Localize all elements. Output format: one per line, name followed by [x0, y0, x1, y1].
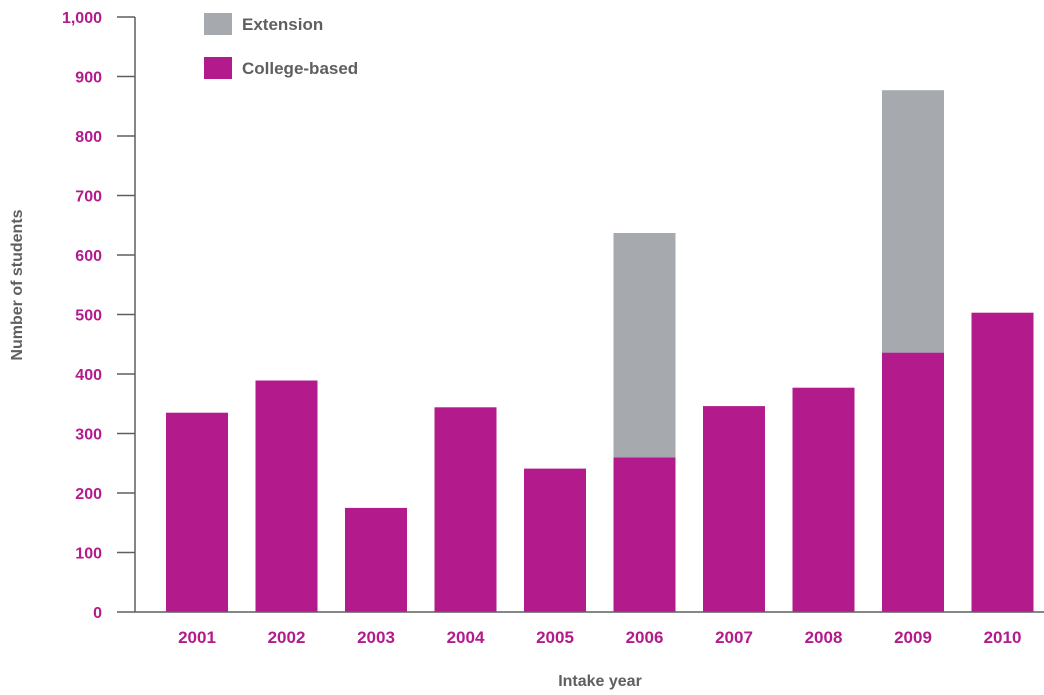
x-tick-label: 2006 [626, 628, 664, 647]
bar-college-based-2001 [166, 412, 228, 612]
y-tick-label: 200 [75, 486, 102, 503]
x-tick-label: 2007 [715, 628, 753, 647]
bar-college-based-2010 [971, 312, 1034, 612]
y-tick-label: 100 [75, 546, 102, 563]
bar-extension-2009 [882, 90, 944, 353]
bars-group [166, 90, 1034, 612]
legend-label: Extension [242, 15, 323, 34]
y-axis-label: Number of students [9, 209, 26, 360]
x-tick-label: 2005 [536, 628, 574, 647]
legend-swatch-extension [204, 13, 232, 35]
y-tick-label: 900 [75, 70, 102, 87]
bar-college-based-2004 [434, 407, 497, 612]
bar-college-based-2008 [792, 387, 855, 612]
y-tick-label: 1,000 [62, 10, 102, 27]
y-tick-label: 400 [75, 367, 102, 384]
y-tick-label: 500 [75, 308, 102, 325]
x-axis-ticks: 2001 2002 2003 2004 2005 2006 2007 2008 2009 2010 [178, 628, 1021, 647]
legend-label: College-based [242, 59, 358, 78]
x-tick-label: 2003 [357, 628, 395, 647]
x-tick-label: 2001 [178, 628, 216, 647]
bar-college-based-2005 [524, 468, 586, 612]
y-tick-label: 700 [75, 189, 102, 206]
bar-college-based-2002 [255, 380, 318, 612]
bar-college-based-2007 [703, 406, 765, 612]
y-axis-ticks: 0 100 200 300 400 500 600 700 800 900 1,000 [62, 10, 135, 622]
legend-swatch-college-based [204, 57, 232, 79]
y-tick-label: 800 [75, 129, 102, 146]
bar-college-based-2006 [613, 457, 676, 612]
bar-college-based-2003 [345, 507, 407, 612]
x-tick-label: 2010 [984, 628, 1022, 647]
x-tick-label: 2008 [805, 628, 843, 647]
x-tick-label: 2002 [268, 628, 306, 647]
legend: Extension College-based [204, 13, 358, 79]
y-tick-label: 600 [75, 248, 102, 265]
y-tick-label: 300 [75, 427, 102, 444]
bar-college-based-2009 [882, 352, 944, 612]
x-tick-label: 2009 [894, 628, 932, 647]
x-tick-label: 2004 [447, 628, 485, 647]
y-tick-label: 0 [93, 605, 102, 622]
bar-extension-2006 [613, 233, 676, 458]
x-axis-label: Intake year [558, 673, 642, 690]
